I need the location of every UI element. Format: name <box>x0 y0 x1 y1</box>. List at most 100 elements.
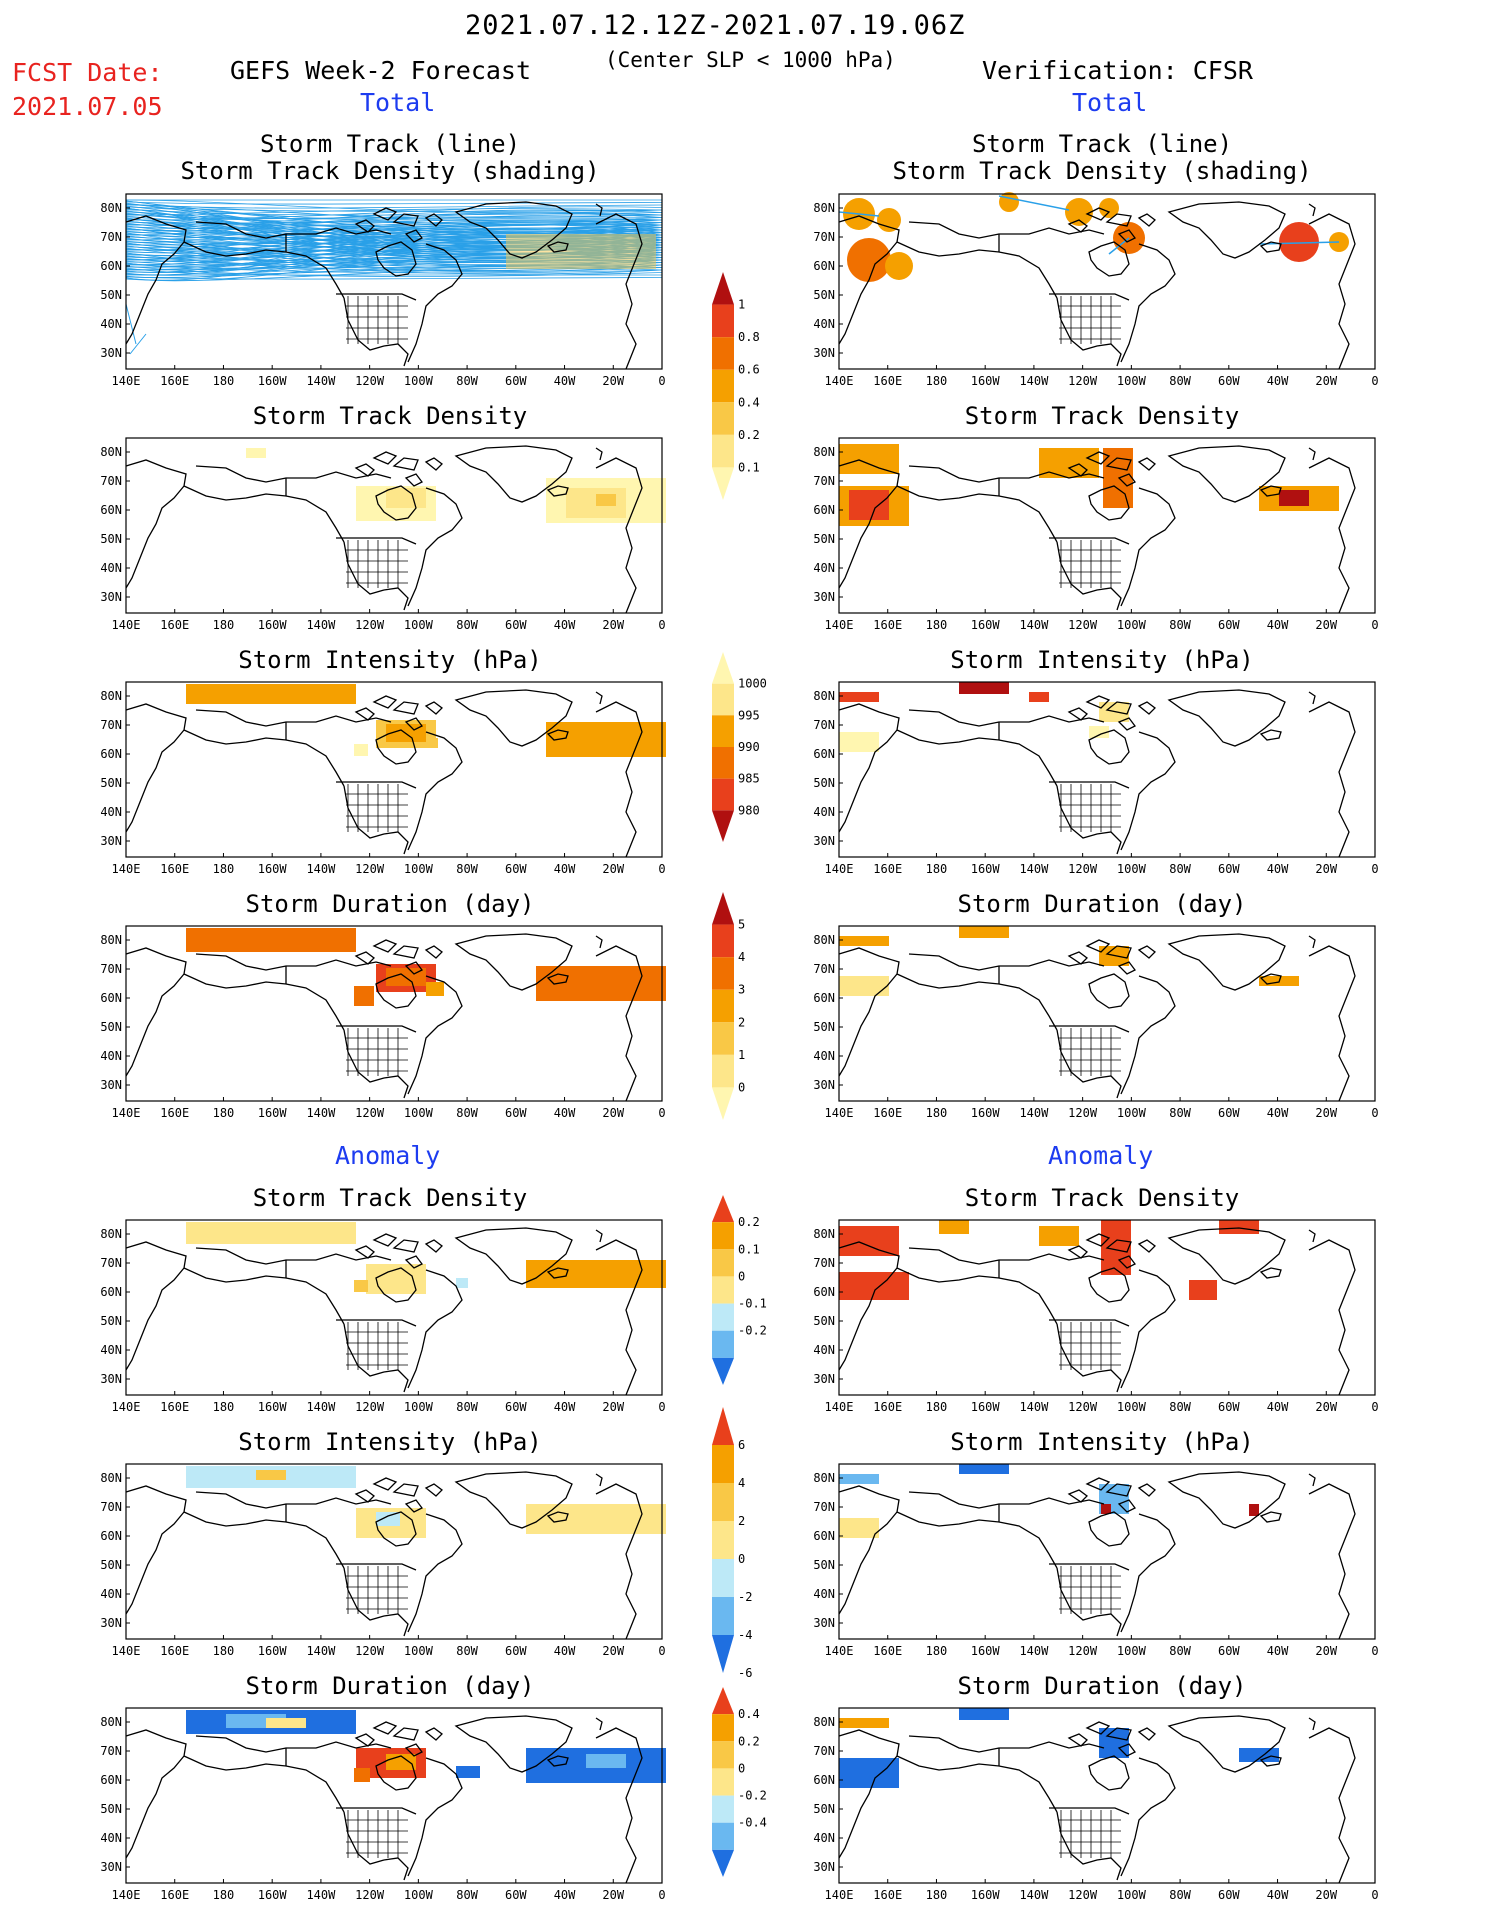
lon-label: 80W <box>456 1644 478 1655</box>
lat-label: 40N <box>100 805 122 819</box>
shaded-cell <box>354 986 374 1006</box>
lon-label: 160E <box>160 1644 189 1655</box>
lon-label: 120W <box>1068 618 1098 629</box>
lon-label: 180 <box>926 1644 948 1655</box>
lat-label: 40N <box>100 561 122 575</box>
lat-label: 60N <box>813 503 835 517</box>
colorbar-label: 2 <box>738 1015 745 1029</box>
colorbar-label: 0.1 <box>738 1242 760 1256</box>
shaded-cell <box>1089 726 1109 738</box>
lon-label: 140W <box>1019 374 1049 385</box>
lat-label: 40N <box>813 1587 835 1601</box>
shaded-cell <box>354 1280 368 1292</box>
storm-track-line <box>125 210 663 220</box>
shaded-cell <box>266 1718 306 1728</box>
storm-track-line <box>125 206 663 219</box>
storm-track-line <box>125 265 663 277</box>
map-svg: 80N 70N 60N 50N 40N 30N 140E 160E 180 160W 140W 120… <box>100 925 666 1117</box>
lon-label: 120W <box>1068 1644 1098 1655</box>
colorbar-label: -0.4 <box>738 1816 767 1830</box>
lat-label: 70N <box>100 230 122 244</box>
lat-label: 80N <box>813 1227 835 1241</box>
colorbar-segment <box>712 1222 734 1250</box>
lat-label: 30N <box>100 346 122 360</box>
lon-label: 20W <box>1315 1888 1337 1899</box>
lon-label: 140E <box>825 1888 854 1899</box>
lon-label: 100W <box>1117 862 1147 873</box>
colorbar-segment <box>712 1714 734 1742</box>
storm-track-line <box>125 209 663 226</box>
lat-label: 30N <box>100 1078 122 1092</box>
map-svg: 80N 70N 60N 50N 40N 30N 140E 160E 180 160W 140W 120… <box>100 1219 666 1411</box>
lat-label: 60N <box>813 1773 835 1787</box>
colorbar-label: 1 <box>738 298 745 312</box>
lon-label: 160E <box>873 618 902 629</box>
lon-label: 180 <box>926 1888 948 1899</box>
lon-label: 80W <box>456 1106 478 1117</box>
density-blob <box>1099 198 1119 218</box>
lon-label: 140W <box>306 618 336 629</box>
lon-label: 140E <box>825 1106 854 1117</box>
lat-label: 70N <box>100 474 122 488</box>
colorbar-segment <box>712 467 734 500</box>
lon-label: 160E <box>160 862 189 873</box>
lon-label: 60W <box>1218 1888 1240 1899</box>
lon-label: 0 <box>658 862 665 873</box>
colorbar-segment <box>712 1330 734 1358</box>
lat-label: 70N <box>100 962 122 976</box>
storm-track-line <box>125 276 663 280</box>
storm-track-line <box>125 203 663 209</box>
lon-label: 180 <box>213 618 235 629</box>
lon-label: 160E <box>160 374 189 385</box>
lon-label: 140W <box>306 862 336 873</box>
lat-label: 60N <box>100 1529 122 1543</box>
colorbar-segment <box>712 272 734 305</box>
lat-label: 40N <box>813 1049 835 1063</box>
colorbar-segment <box>712 1022 734 1055</box>
colorbar-anom-density: 0.2 0.1 0 -0.1 -0.2 <box>712 1185 792 1419</box>
lon-label: 20W <box>1315 1644 1337 1655</box>
lon-label: 20W <box>602 618 624 629</box>
colorbar-segment <box>712 1768 734 1796</box>
map-forecast-anom-intensity: 80N 70N 60N 50N 40N 30N 140E 160E 180 160W 140W 120… <box>80 1460 690 1655</box>
colorbar-duration: 5 4 3 2 1 0 <box>712 882 792 1154</box>
lon-label: 180 <box>926 374 948 385</box>
lon-label: 140E <box>825 1644 854 1655</box>
lon-label: 20W <box>1315 1400 1337 1411</box>
lon-label: 20W <box>602 1644 624 1655</box>
colorbar-svg: 1000 995 990 985 980 <box>712 652 767 842</box>
lon-label: 20W <box>1315 618 1337 629</box>
lon-label: 100W <box>404 862 434 873</box>
lon-label: 60W <box>505 1644 527 1655</box>
lat-label: 40N <box>100 317 122 331</box>
lon-label: 80W <box>456 374 478 385</box>
lon-label: 160W <box>971 374 1001 385</box>
lat-label: 60N <box>813 259 835 273</box>
colorbar-label: 0.4 <box>738 1707 760 1721</box>
storm-track-line <box>125 256 663 275</box>
shaded-cell <box>506 234 656 269</box>
storm-track-line <box>125 230 663 266</box>
left-density-title: Storm Track Density <box>252 402 528 430</box>
lon-label: 140W <box>306 1400 336 1411</box>
map-verification-anom-density: 80N 70N 60N 50N 40N 30N 140E 160E 180 160W 140W 120… <box>793 1216 1403 1411</box>
shaded-cell <box>839 1474 879 1484</box>
map-svg: 80N 70N 60N 50N 40N 30N 140E 160E 180 160W 140W 120… <box>813 192 1379 385</box>
shaded-cell <box>839 692 879 702</box>
colorbar-label: 1000 <box>738 677 767 691</box>
lat-label: 30N <box>813 1860 835 1874</box>
lon-label: 60W <box>505 1400 527 1411</box>
lat-label: 40N <box>813 317 835 331</box>
right-intensity-title: Storm Intensity (hPa) <box>950 646 1254 674</box>
lon-label: 140E <box>112 1106 141 1117</box>
colorbar-anom-duration: 0.4 0.2 0 -0.2 -0.4 <box>712 1677 792 1911</box>
lon-label: 120W <box>355 1644 385 1655</box>
right-anom-intensity-title: Storm Intensity (hPa) <box>950 1428 1254 1456</box>
colorbar-label: 980 <box>738 803 760 817</box>
shaded-cell <box>186 928 356 952</box>
shaded-cell <box>959 926 1009 938</box>
lon-label: 140E <box>112 1888 141 1899</box>
lat-label: 70N <box>813 1256 835 1270</box>
lon-label: 0 <box>658 1644 665 1655</box>
lat-label: 80N <box>100 1227 122 1241</box>
